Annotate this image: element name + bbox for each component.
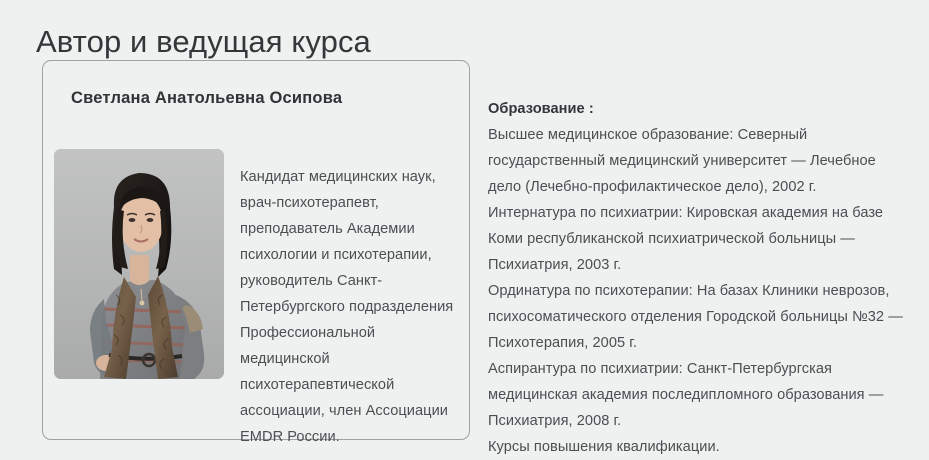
- author-card-body: Кандидат медицинских наук, врач-психотер…: [54, 149, 457, 445]
- education-item: Курсы повышения квалификации.: [488, 439, 720, 455]
- education-block: Образование : Высшее медицинское образов…: [488, 96, 912, 460]
- education-title: Образование :: [488, 101, 594, 117]
- page-title: Автор и ведущая курса: [36, 23, 371, 59]
- education-item: Ординатура по психотерапии: На базах Кли…: [488, 283, 903, 351]
- education-item: Аспирантура по психиатрии: Санкт-Петербу…: [488, 361, 884, 429]
- education-item: Интернатура по психиатрии: Кировская ака…: [488, 205, 884, 273]
- author-card: Светлана Анатольевна Осипова: [42, 60, 470, 445]
- author-bio: Кандидат медицинских наук, врач-психотер…: [240, 168, 454, 445]
- author-section: Автор и ведущая курса Светлана Анатольев…: [36, 23, 903, 455]
- education-item: Высшее медицинское образование: Северный…: [488, 127, 876, 195]
- author-name: Светлана Анатольевна Осипова: [71, 89, 343, 107]
- author-photo: [54, 149, 224, 379]
